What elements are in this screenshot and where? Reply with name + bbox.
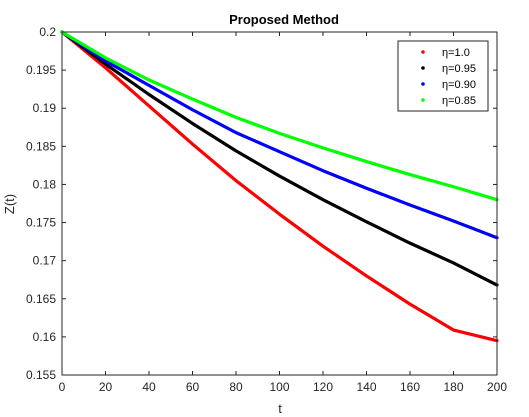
series-line-2 [60,30,499,240]
legend-label-1: η=0.95 [442,63,476,75]
y-tick-label: 0.155 [26,368,56,382]
y-tick-label: 0.175 [26,216,56,230]
legend-marker-0 [421,50,425,54]
x-tick-label: 180 [443,380,463,394]
legend-label-3: η=0.85 [442,95,476,107]
x-tick-label: 60 [186,380,200,394]
legend-label-0: η=1.0 [442,47,470,59]
x-tick-label: 20 [99,380,113,394]
y-tick-label: 0.17 [33,254,57,268]
y-tick-label: 0.165 [26,292,56,306]
x-tick-label: 40 [142,380,156,394]
series-line-1 [60,30,499,287]
legend: η=1.0 η=0.95 η=0.90 η=0.85 [397,40,489,112]
series-layer [60,30,499,343]
y-axis-label: Z(t) [2,194,17,214]
legend-box [397,40,489,112]
x-tick-label: 160 [400,380,420,394]
x-tick-label: 120 [313,380,333,394]
ticks-layer: 0 20 40 60 80 100 120 140 160 180 200 0.155 0.16 0.16… [26,25,507,394]
x-axis-label: t [278,401,282,416]
x-tick-label: 140 [356,380,376,394]
x-tick-label: 0 [59,380,66,394]
legend-marker-1 [421,66,425,70]
legend-marker-3 [421,98,425,102]
y-tick-label: 0.185 [26,139,56,153]
series-line-3 [60,30,499,202]
y-tick-label: 0.2 [39,25,56,39]
chart-title: Proposed Method [229,12,339,27]
x-tick-label: 80 [229,380,243,394]
y-tick-label: 0.18 [33,177,57,191]
y-tick-label: 0.19 [33,101,57,115]
x-tick-label: 200 [487,380,507,394]
legend-marker-2 [421,82,425,86]
series-line-0 [60,30,499,343]
legend-label-2: η=0.90 [442,79,476,91]
y-tick-label: 0.16 [33,330,57,344]
y-tick-label: 0.195 [26,63,56,77]
x-tick-label: 100 [269,380,289,394]
